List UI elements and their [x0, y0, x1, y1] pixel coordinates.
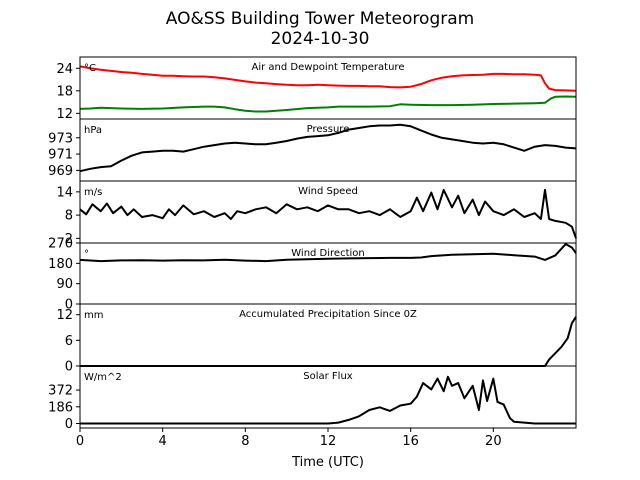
panel-wind_direction: 0 90 180 270 Wind Direction °	[48, 237, 577, 313]
panel-unit-wind_speed: m/s	[84, 187, 102, 198]
x-tick-label: 20	[485, 434, 502, 449]
y-tick-label-solar_flux: 372	[48, 384, 73, 399]
x-tick-label: 8	[241, 434, 249, 449]
series-line-pressure-0	[79, 123, 577, 173]
x-axis-label: Time (UTC)	[291, 455, 364, 470]
series-line-precipitation-0	[80, 316, 577, 367]
series-line-temperature-1	[79, 95, 577, 113]
y-tick-label-wind_direction: 180	[48, 257, 73, 272]
x-tick-label: 12	[320, 434, 337, 449]
panel-unit-pressure: hPa	[84, 125, 102, 136]
panel-title-temperature: Air and Dewpoint Temperature	[252, 62, 405, 73]
y-tick-label-precipitation: 12	[56, 308, 73, 323]
panel-title-precipitation: Accumulated Precipitation Since 0Z	[239, 309, 417, 320]
y-tick-label-pressure: 971	[48, 148, 73, 163]
panel-title-pressure: Pressure	[307, 124, 350, 135]
y-tick-label-precipitation: 6	[65, 334, 73, 349]
y-tick-label-temperature: 24	[56, 62, 73, 77]
y-tick-label-temperature: 18	[56, 84, 73, 99]
series-line-wind_direction-0	[79, 243, 577, 263]
series-line-solar_flux-0	[80, 375, 576, 425]
panel-wind_speed: 2 8 14 Wind Speed m/s	[56, 180, 577, 247]
panel-unit-wind_direction: °	[84, 249, 89, 260]
panel-precipitation: 0 6 12 Accumulated Precipitation Since 0Z mm	[56, 303, 577, 375]
y-tick-label-pressure: 973	[48, 131, 73, 146]
series-line-wind_speed-0	[79, 188, 577, 239]
y-tick-label-wind_speed: 8	[65, 209, 73, 224]
panel-title-wind_speed: Wind Speed	[298, 186, 358, 197]
panel-title-solar_flux: Solar Flux	[303, 371, 353, 382]
panel-unit-temperature: °C	[84, 63, 96, 74]
panel-unit-precipitation: mm	[84, 310, 103, 321]
y-tick-label-solar_flux: 186	[48, 400, 73, 415]
y-tick-label-wind_direction: 90	[56, 277, 73, 292]
y-tick-label-wind_direction: 270	[48, 237, 73, 252]
y-tick-label-temperature: 12	[56, 107, 73, 122]
series-line-temperature-0	[79, 65, 577, 92]
x-tick-label: 4	[159, 434, 167, 449]
y-tick-label-wind_speed: 2	[65, 232, 73, 247]
panel-title-wind_direction: Wind Direction	[291, 248, 365, 259]
y-tick-label-pressure: 969	[48, 164, 73, 179]
panel-temperature: 12 18 24 Air and Dewpoint Temperature °C	[56, 56, 577, 122]
y-tick-label-precipitation: 0	[65, 360, 73, 375]
y-tick-label-wind_direction: 0	[65, 298, 73, 313]
y-tick-label-wind_speed: 14	[56, 185, 73, 200]
x-tick-label: 16	[402, 434, 419, 449]
panel-unit-solar_flux: W/m^2	[84, 372, 122, 383]
x-tick-label: 0	[76, 434, 84, 449]
chart-title-line1: AO&SS Building Tower Meteorogram	[166, 9, 474, 29]
chart-title-line2: 2024-10-30	[271, 29, 370, 49]
x-axis: 0 4 8 12 16 20	[76, 428, 502, 449]
y-tick-label-solar_flux: 0	[65, 417, 73, 432]
